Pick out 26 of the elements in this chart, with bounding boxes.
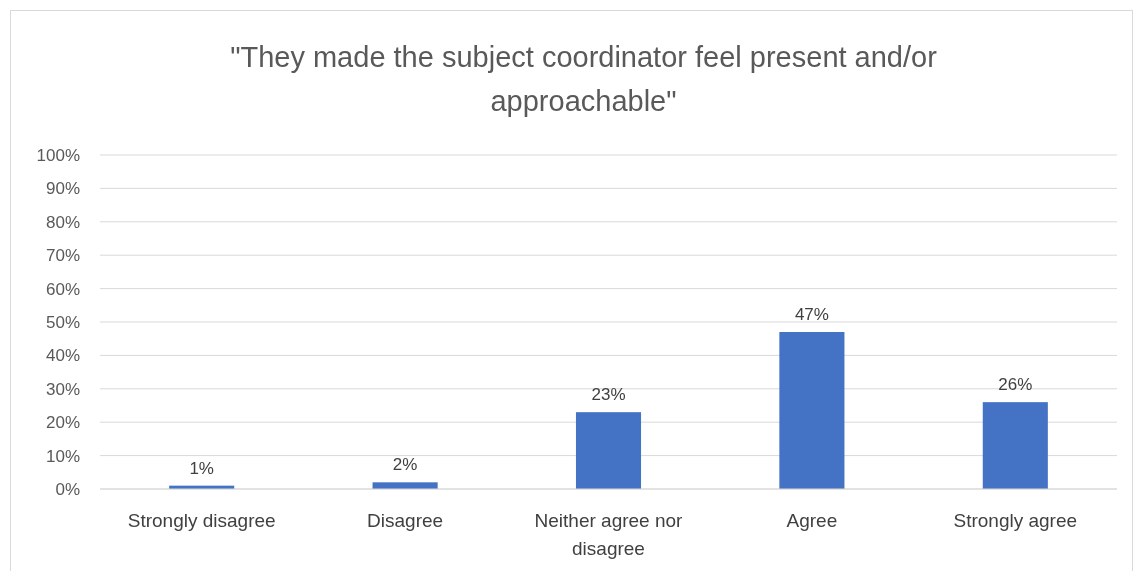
y-tick-label: 10%: [45, 446, 80, 466]
y-tick-label: 100%: [36, 145, 80, 165]
y-tick-label: 60%: [45, 279, 80, 299]
y-tick-label: 0%: [55, 479, 80, 499]
y-tick-label: 40%: [45, 346, 80, 366]
y-tick-label: 30%: [45, 379, 80, 399]
bar: [372, 482, 438, 489]
y-tick-label: 90%: [45, 179, 80, 199]
data-label: 23%: [591, 385, 626, 405]
x-tick-label: Disagree: [367, 510, 444, 531]
bar: [982, 402, 1048, 489]
x-tick-label: Strongly disagree: [127, 510, 276, 531]
y-tick-label: 50%: [45, 312, 80, 332]
x-tick-label: Neither agree nor disagree: [534, 510, 684, 559]
y-tick-label: 20%: [45, 413, 80, 433]
x-tick-label: Agree: [786, 510, 838, 531]
chart-title: "They made the subject coordinator feel present and/or approachable": [230, 41, 938, 117]
data-label: 47%: [794, 305, 829, 325]
x-tick-label: Strongly agree: [953, 510, 1078, 531]
bar: [779, 332, 845, 489]
data-label: 26%: [998, 375, 1033, 395]
bar: [575, 412, 642, 489]
y-tick-label: 70%: [45, 246, 80, 266]
y-tick-label: 80%: [45, 212, 80, 232]
data-label: 2%: [392, 455, 418, 475]
data-label: 1%: [189, 458, 214, 478]
